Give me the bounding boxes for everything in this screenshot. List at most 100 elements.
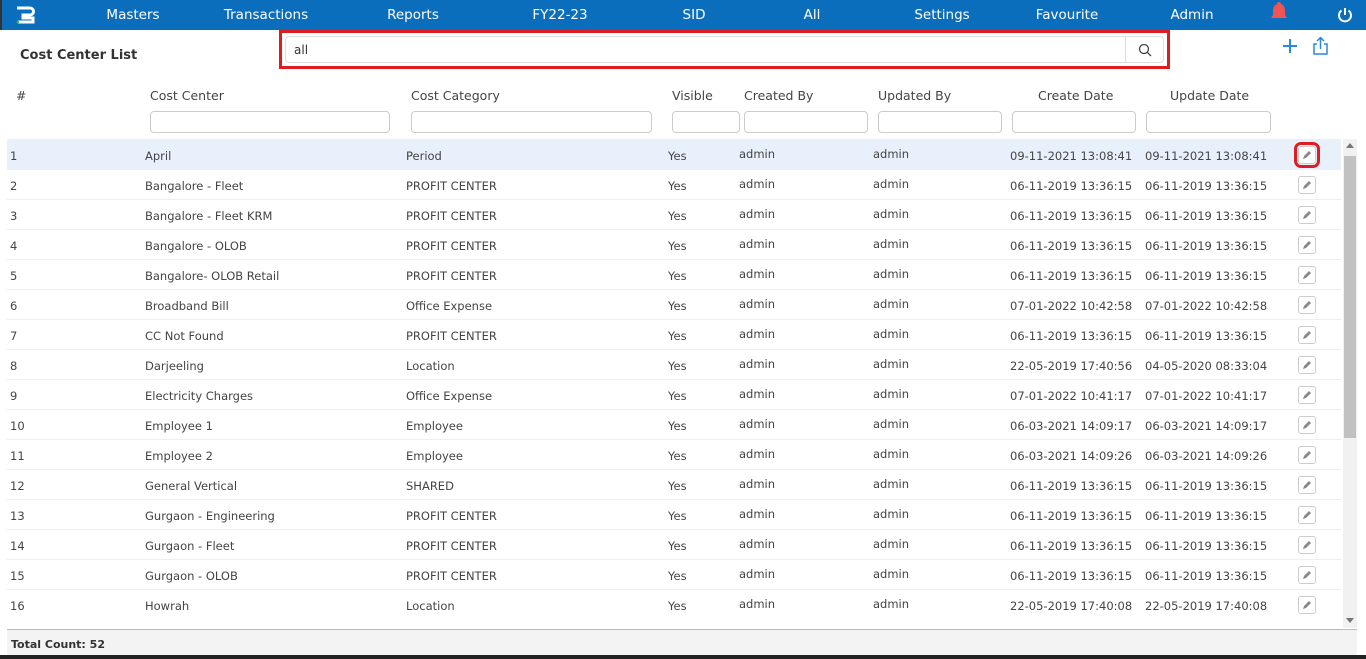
col-header-visible[interactable]: Visible bbox=[672, 88, 713, 103]
row-cost-center: Howrah bbox=[145, 599, 190, 613]
table-row[interactable]: 1 April Period Yes admin admin 09-11-2021 13:0… bbox=[7, 139, 1341, 169]
edit-button[interactable] bbox=[1298, 266, 1316, 284]
nav-sid[interactable]: SID bbox=[682, 7, 706, 23]
scrollbar[interactable] bbox=[1343, 139, 1357, 628]
row-index: 9 bbox=[10, 389, 18, 403]
col-header-updated-by[interactable]: Updated By bbox=[878, 88, 952, 103]
nav-reports[interactable]: Reports bbox=[387, 7, 439, 23]
row-visible: Yes bbox=[668, 479, 687, 493]
row-create-date: 22-05-2019 17:40:56 bbox=[1010, 359, 1133, 373]
col-header-created-by[interactable]: Created By bbox=[744, 88, 814, 103]
col-header-cost-category[interactable]: Cost Category bbox=[411, 88, 500, 103]
col-header-cost-center[interactable]: Cost Center bbox=[150, 88, 224, 103]
row-created-by: admin bbox=[739, 147, 776, 161]
pencil-icon bbox=[1303, 451, 1311, 459]
row-visible: Yes bbox=[668, 539, 687, 553]
table-row[interactable]: 14 Gurgaon - Fleet PROFIT CENTER Yes admin ad… bbox=[7, 529, 1341, 559]
row-index: 14 bbox=[10, 539, 25, 553]
edit-button[interactable] bbox=[1298, 416, 1316, 434]
filter-updated-by[interactable] bbox=[878, 111, 1002, 133]
table-row[interactable]: 15 Gurgaon - OLOB PROFIT CENTER Yes admin adm… bbox=[7, 559, 1341, 589]
filter-cost-category[interactable] bbox=[411, 111, 652, 133]
total-count: Total Count: 52 bbox=[7, 629, 1357, 655]
row-cost-category: Location bbox=[406, 599, 455, 613]
table-row[interactable]: 11 Employee 2 Employee Yes admin admin 06-03-2… bbox=[7, 439, 1341, 469]
edit-button[interactable] bbox=[1298, 506, 1316, 524]
edit-button[interactable] bbox=[1298, 326, 1316, 344]
edit-button[interactable] bbox=[1294, 142, 1320, 168]
search-button[interactable] bbox=[1125, 37, 1163, 62]
edit-button[interactable] bbox=[1298, 386, 1316, 404]
nav-settings[interactable]: Settings bbox=[914, 7, 970, 23]
row-created-by: admin bbox=[739, 387, 776, 401]
filter-update-date[interactable] bbox=[1146, 111, 1271, 133]
row-visible: Yes bbox=[668, 569, 687, 583]
add-icon[interactable] bbox=[1282, 38, 1298, 54]
pencil-icon bbox=[1303, 421, 1311, 429]
row-create-date: 06-11-2019 13:36:15 bbox=[1010, 509, 1133, 523]
export-icon[interactable] bbox=[1312, 37, 1329, 55]
nav-transactions[interactable]: Transactions bbox=[223, 7, 309, 23]
row-updated-by: admin bbox=[873, 477, 910, 491]
row-cost-category: PROFIT CENTER bbox=[406, 209, 497, 223]
search-input[interactable] bbox=[286, 37, 1128, 62]
edit-button[interactable] bbox=[1298, 236, 1316, 254]
row-visible: Yes bbox=[668, 329, 687, 343]
scroll-down-arrow[interactable] bbox=[1346, 618, 1354, 623]
power-icon[interactable] bbox=[1337, 7, 1353, 23]
edit-button[interactable] bbox=[1298, 206, 1316, 224]
table-row[interactable]: 2 Bangalore - Fleet PROFIT CENTER Yes admin a… bbox=[7, 169, 1341, 199]
edit-button[interactable] bbox=[1298, 566, 1316, 584]
pencil-icon bbox=[1303, 541, 1311, 549]
row-create-date: 06-11-2019 13:36:15 bbox=[1010, 209, 1133, 223]
row-create-date: 07-01-2022 10:42:58 bbox=[1010, 299, 1133, 313]
pencil-icon bbox=[1303, 181, 1311, 189]
nav-fiscal-year[interactable]: FY22-23 bbox=[532, 7, 588, 23]
table-row[interactable]: 9 Electricity Charges Office Expense Yes adm… bbox=[7, 379, 1341, 409]
edit-button[interactable] bbox=[1298, 176, 1316, 194]
filter-cost-center[interactable] bbox=[150, 111, 390, 133]
scrollbar-thumb[interactable] bbox=[1344, 156, 1356, 438]
row-created-by: admin bbox=[739, 417, 776, 431]
table-row[interactable]: 4 Bangalore - OLOB PROFIT CENTER Yes admin ad… bbox=[7, 229, 1341, 259]
row-update-date: 07-01-2022 10:42:58 bbox=[1145, 299, 1268, 313]
table-row[interactable]: 5 Bangalore- OLOB Retail PROFIT CENTER Yes a… bbox=[7, 259, 1341, 289]
table-row[interactable]: 6 Broadband Bill Office Expense Yes admin adm… bbox=[7, 289, 1341, 319]
bell-icon[interactable] bbox=[1269, 1, 1289, 21]
row-index: 3 bbox=[10, 209, 18, 223]
row-update-date: 22-05-2019 17:40:08 bbox=[1145, 599, 1268, 613]
edit-button[interactable] bbox=[1298, 296, 1316, 314]
app-logo[interactable] bbox=[15, 6, 35, 24]
edit-button[interactable] bbox=[1298, 596, 1316, 614]
filter-create-date[interactable] bbox=[1012, 111, 1136, 133]
nav-favourite[interactable]: Favourite bbox=[1035, 7, 1099, 23]
edit-button[interactable] bbox=[1298, 446, 1316, 464]
col-header-create-date[interactable]: Create Date bbox=[1038, 88, 1114, 103]
row-index: 15 bbox=[10, 569, 25, 583]
row-index: 11 bbox=[10, 449, 25, 463]
col-header-update-date[interactable]: Update Date bbox=[1170, 88, 1250, 103]
filter-created-by[interactable] bbox=[744, 111, 868, 133]
edit-button[interactable] bbox=[1298, 536, 1316, 554]
edit-button[interactable] bbox=[1298, 476, 1316, 494]
row-updated-by: admin bbox=[873, 237, 910, 251]
nav-masters[interactable]: Masters bbox=[106, 7, 160, 23]
table-row[interactable]: 13 Gurgaon - Engineering PROFIT CENTER Yes a… bbox=[7, 499, 1341, 529]
table-row[interactable]: 7 CC Not Found PROFIT CENTER Yes admin admin 0… bbox=[7, 319, 1341, 349]
taskbar-edge bbox=[0, 655, 1366, 659]
table-row[interactable]: 12 General Vertical SHARED Yes admin admin 06-… bbox=[7, 469, 1341, 499]
table-row[interactable]: 8 Darjeeling Location Yes admin admin 22-05-20… bbox=[7, 349, 1341, 379]
table-row[interactable]: 10 Employee 1 Employee Yes admin admin 06-03-2… bbox=[7, 409, 1341, 439]
nav-all[interactable]: All bbox=[803, 7, 821, 23]
row-created-by: admin bbox=[739, 447, 776, 461]
row-created-by: admin bbox=[739, 267, 776, 281]
edit-button[interactable] bbox=[1298, 356, 1316, 374]
filter-visible[interactable] bbox=[672, 111, 740, 133]
table-row[interactable]: 16 Howrah Location Yes admin admin 22-05-2019 … bbox=[7, 589, 1341, 619]
row-created-by: admin bbox=[739, 507, 776, 521]
scroll-up-arrow[interactable] bbox=[1346, 143, 1354, 148]
table-row[interactable]: 3 Bangalore - Fleet KRM PROFIT CENTER Yes ad… bbox=[7, 199, 1341, 229]
nav-admin[interactable]: Admin bbox=[1170, 7, 1214, 23]
row-cost-center: CC Not Found bbox=[145, 329, 224, 343]
pencil-icon bbox=[1303, 481, 1311, 489]
